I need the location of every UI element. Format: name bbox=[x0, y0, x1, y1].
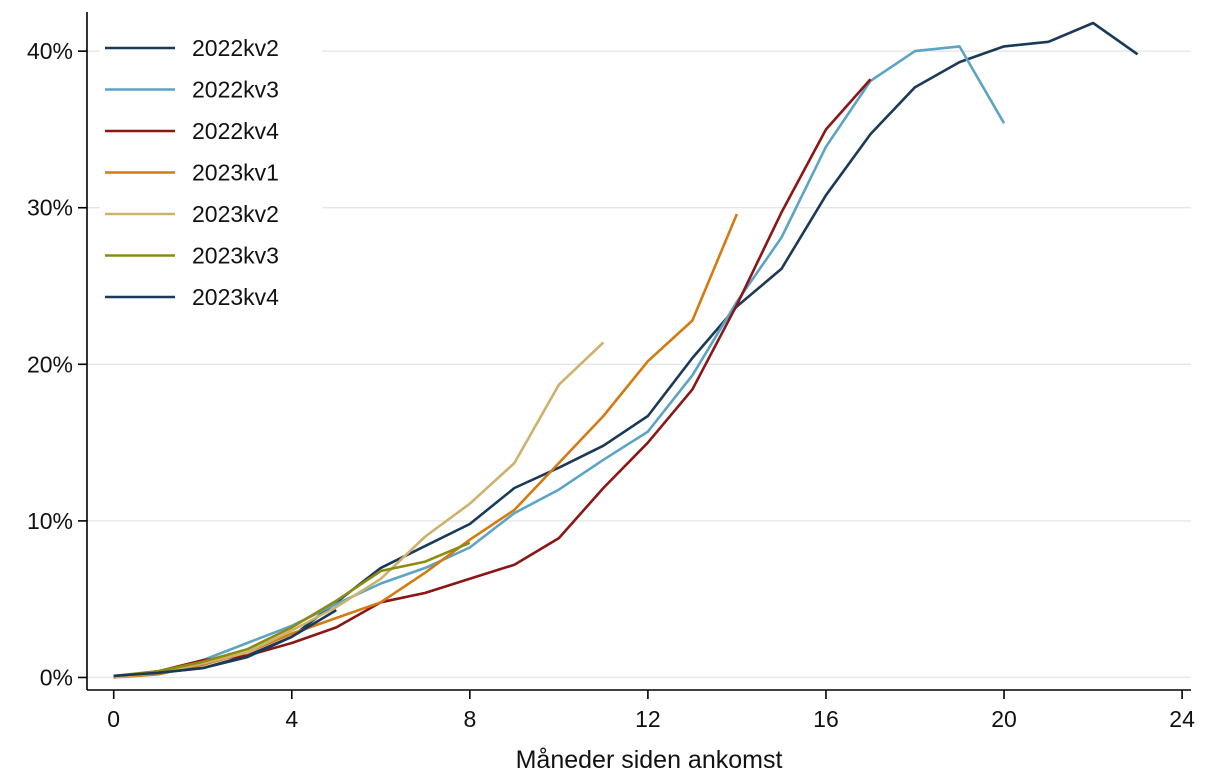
axes bbox=[86, 12, 1191, 691]
series-lines bbox=[113, 21, 1139, 679]
legend: 2022kv2 2022kv3 2022kv4 2023kv1 2023kv2 2023k… bbox=[100, 26, 322, 316]
legend-background bbox=[100, 26, 322, 316]
y-tick-label: 40% bbox=[27, 38, 73, 64]
x-tick-label: 24 bbox=[1169, 706, 1195, 732]
x-tick-label: 8 bbox=[463, 706, 476, 732]
x-tick-label: 16 bbox=[813, 706, 839, 732]
legend-label-2022kv2: 2022kv2 bbox=[192, 35, 279, 61]
y-tick-label: 0% bbox=[40, 664, 73, 690]
series-line-2022kv3 bbox=[113, 45, 1006, 679]
series-line-2022kv4 bbox=[113, 78, 872, 679]
series-line-2023kv4 bbox=[113, 608, 337, 678]
legend-label-2023kv2: 2023kv2 bbox=[192, 201, 279, 227]
x-tick-label: 4 bbox=[285, 706, 298, 732]
legend-label-2022kv3: 2022kv3 bbox=[192, 77, 279, 103]
legend-label-2022kv4: 2022kv4 bbox=[192, 118, 279, 144]
series-line-2023kv3 bbox=[113, 541, 471, 678]
y-tick-label: 10% bbox=[27, 508, 73, 534]
ticks: 0% 10% 20% 30% 40% 0 4 8 12 16 20 24 bbox=[27, 38, 1195, 732]
legend-label-2023kv3: 2023kv3 bbox=[192, 243, 279, 269]
y-tick-label: 30% bbox=[27, 195, 73, 221]
series-line-2023kv2 bbox=[113, 341, 605, 679]
y-tick-label: 20% bbox=[27, 351, 73, 377]
x-tick-label: 20 bbox=[991, 706, 1017, 732]
x-tick-label: 12 bbox=[635, 706, 661, 732]
x-tick-label: 0 bbox=[107, 706, 120, 732]
x-axis-title: Måneder siden ankomst bbox=[516, 746, 783, 773]
legend-label-2023kv4: 2023kv4 bbox=[192, 284, 279, 310]
legend-label-2023kv1: 2023kv1 bbox=[192, 160, 279, 186]
